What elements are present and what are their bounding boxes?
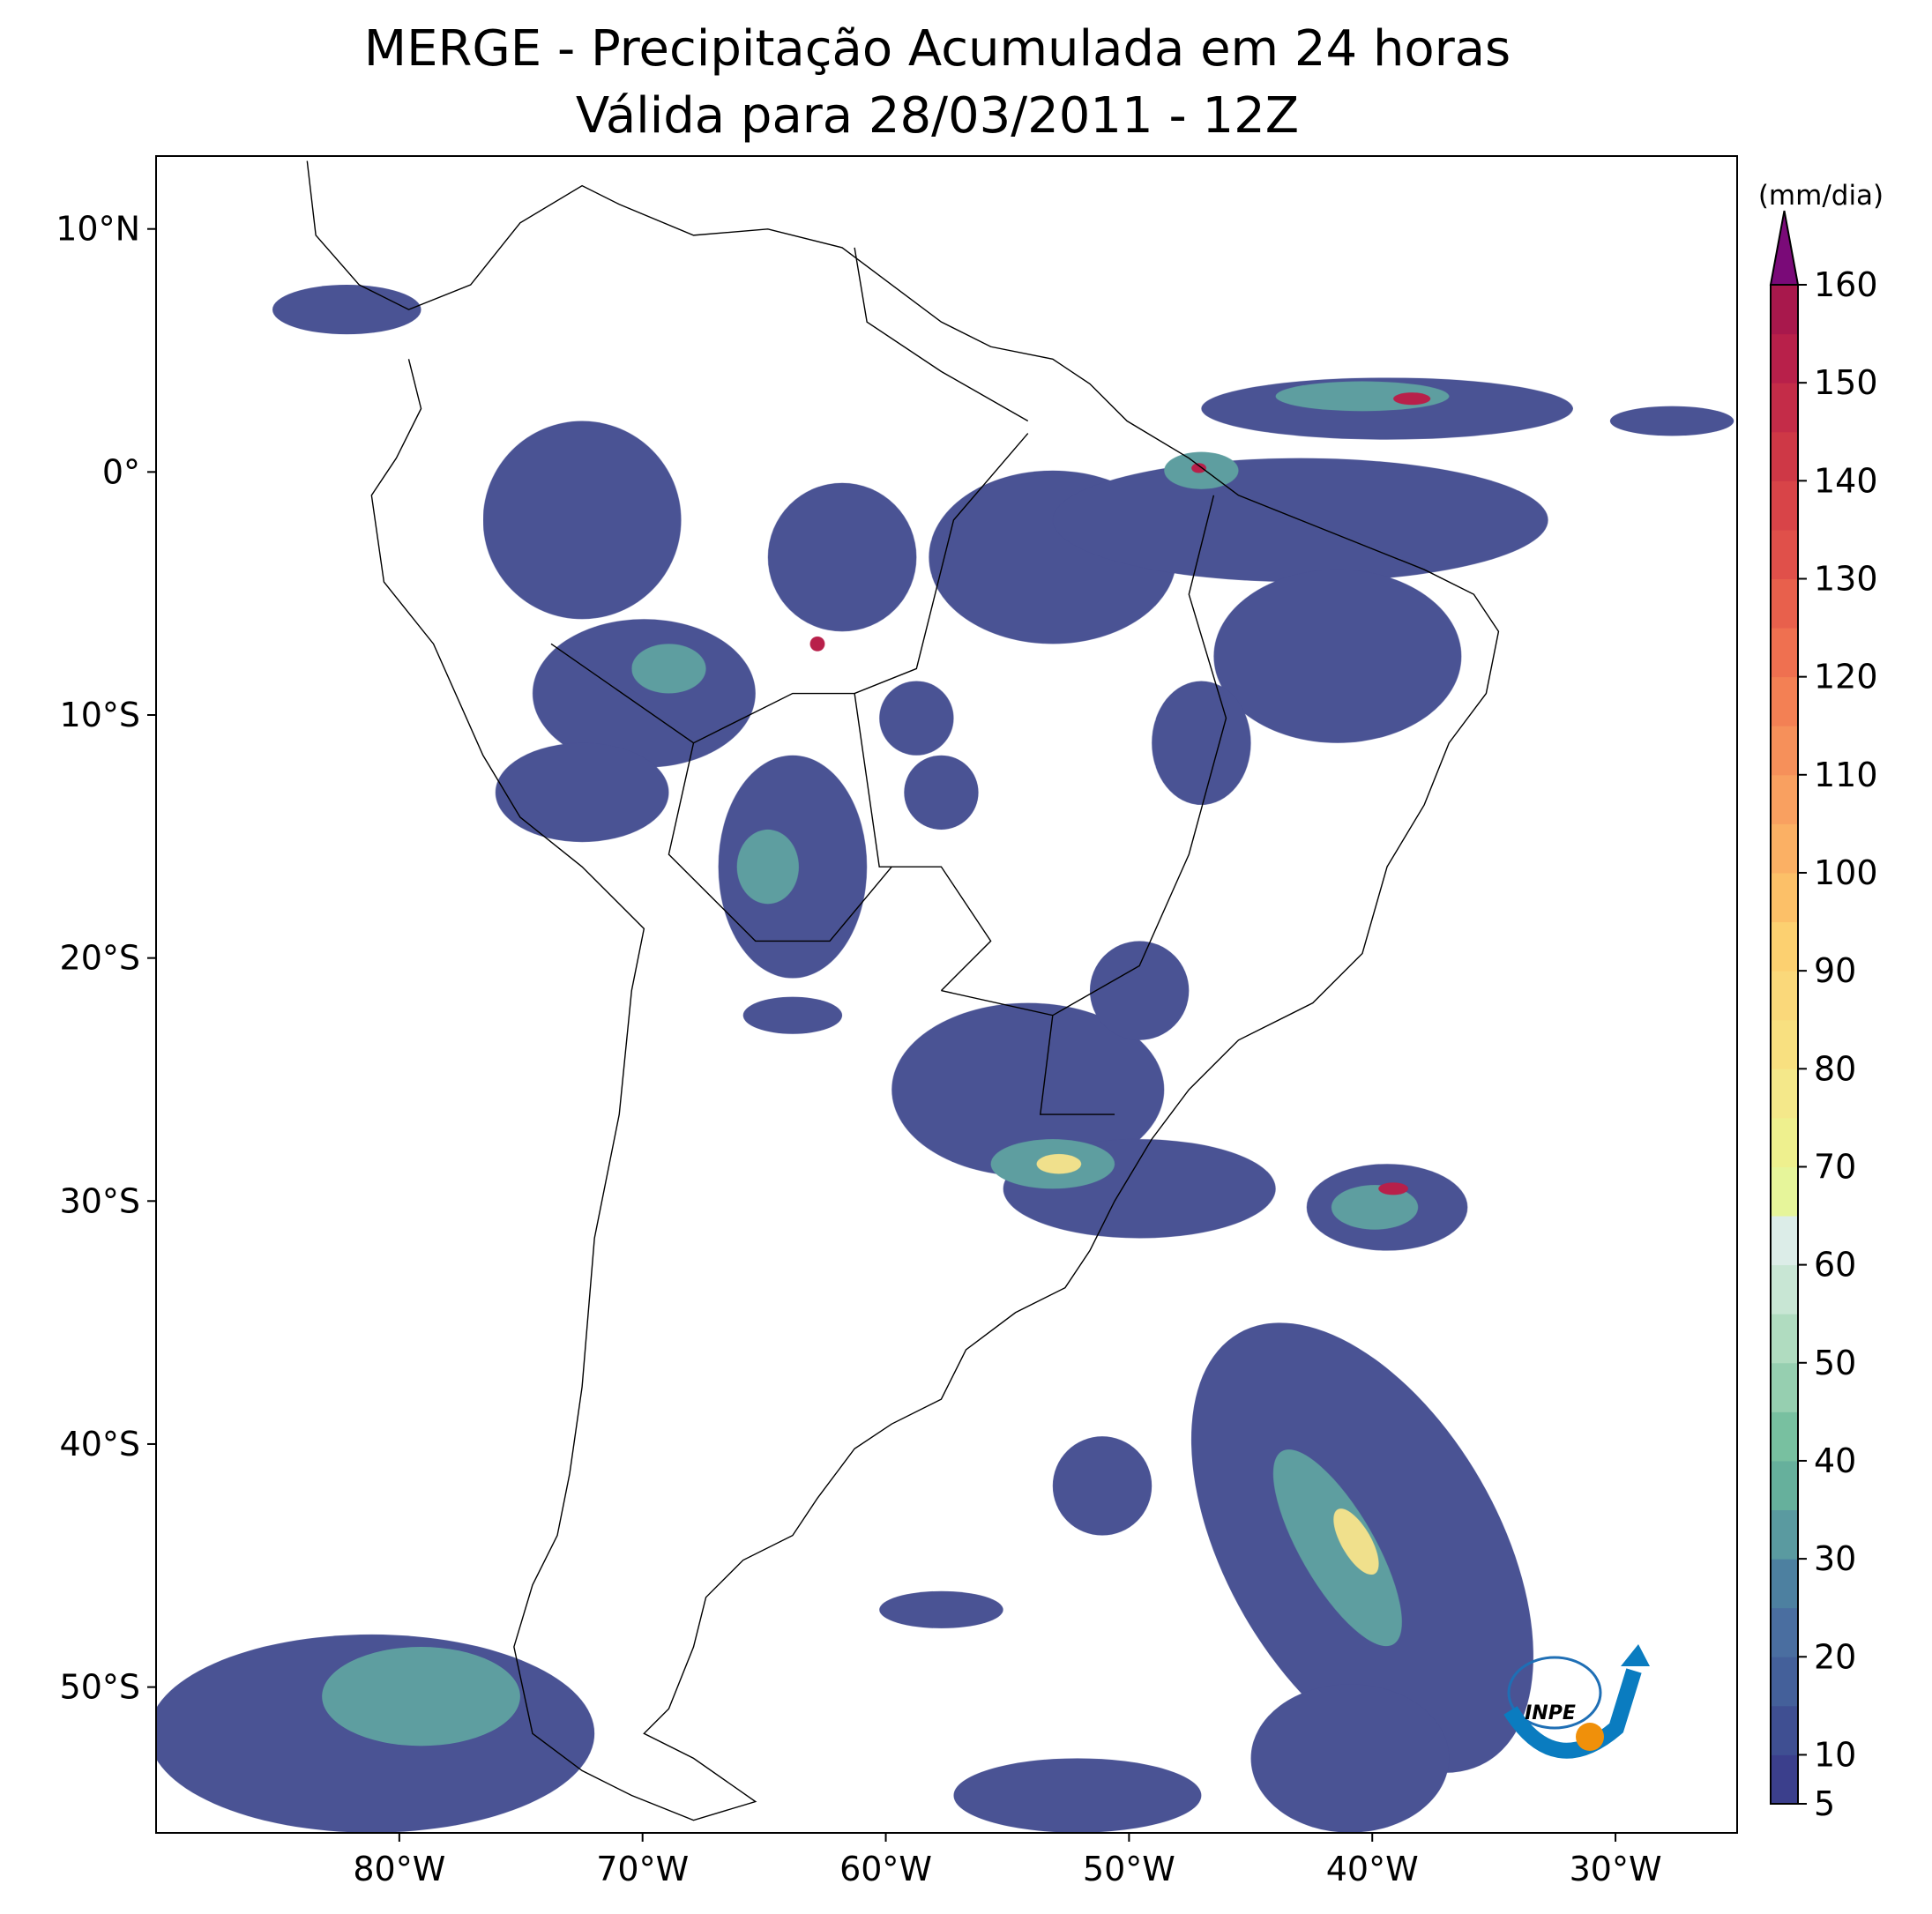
colorbar-band xyxy=(1771,872,1798,923)
colorbar-band xyxy=(1771,1117,1798,1167)
colorbar-tick-label: 20 xyxy=(1814,1637,1856,1676)
colorbar-tick-label: 150 xyxy=(1814,363,1878,402)
y-tick-label: 30°S xyxy=(60,1181,140,1220)
colorbar-tick-label: 140 xyxy=(1814,461,1878,500)
colorbar-band xyxy=(1771,578,1798,629)
colorbar-band xyxy=(1771,921,1798,972)
colorbar-band xyxy=(1771,823,1798,874)
x-tick-label: 30°W xyxy=(1570,1850,1662,1888)
colorbar-band xyxy=(1771,480,1798,531)
colorbar-frame xyxy=(1770,284,1799,1805)
colorbar-band xyxy=(1771,676,1798,726)
colorbar-band xyxy=(1771,1314,1798,1364)
colorbar-band xyxy=(1771,1166,1798,1217)
colorbar-band xyxy=(1771,1559,1798,1609)
colorbar-band xyxy=(1771,726,1798,776)
colorbar-tick-label: 100 xyxy=(1814,853,1878,892)
logo-text: INPE xyxy=(1525,1702,1576,1724)
colorbar-band xyxy=(1771,529,1798,579)
colorbar-tick-label: 80 xyxy=(1814,1049,1856,1088)
colorbar-band xyxy=(1771,431,1798,481)
colorbar-tick-label: 120 xyxy=(1814,658,1878,696)
y-tick-label: 50°S xyxy=(60,1668,140,1707)
colorbar-band xyxy=(1771,383,1798,433)
colorbar-tick-label: 160 xyxy=(1814,265,1878,304)
colorbar-tick-label: 60 xyxy=(1814,1246,1856,1285)
colorbar-band xyxy=(1771,333,1798,384)
colorbar-band xyxy=(1771,1069,1798,1119)
colorbar-band xyxy=(1771,1657,1798,1707)
map-area xyxy=(156,160,1734,1833)
x-tick-label: 70°W xyxy=(596,1850,689,1888)
colorbar-band xyxy=(1771,628,1798,678)
colorbar-tick-label: 70 xyxy=(1814,1147,1856,1186)
colorbar-band xyxy=(1771,1264,1798,1314)
colorbar-band xyxy=(1771,285,1798,335)
colorbar-tick-label: 130 xyxy=(1814,559,1878,598)
colorbar-extend xyxy=(1769,210,1800,286)
colorbar-band xyxy=(1771,1509,1798,1560)
colorbar-tick-label: 10 xyxy=(1814,1735,1856,1774)
x-tick-label: 60°W xyxy=(839,1850,932,1888)
colorbar-tick-label: 50 xyxy=(1814,1344,1856,1382)
y-tick-label: 20°S xyxy=(60,939,140,978)
colorbar-band xyxy=(1771,1754,1798,1805)
coastline xyxy=(306,160,1500,1821)
y-tick-label: 10°N xyxy=(56,210,140,249)
colorbar-band xyxy=(1771,774,1798,824)
colorbar-band xyxy=(1771,1216,1798,1266)
map-title: MERGE - Precipitação Acumulada em 24 hor… xyxy=(364,20,1511,78)
map-frame xyxy=(155,155,1738,1834)
colorbar-label: (mm/dia) xyxy=(1758,180,1884,212)
x-tick-label: 40°W xyxy=(1326,1850,1419,1888)
y-tick-label: 40°S xyxy=(60,1425,140,1463)
colorbar-band xyxy=(1771,971,1798,1021)
colorbar-tick-label: 110 xyxy=(1814,756,1878,794)
logo: INPE xyxy=(1503,1644,1650,1759)
colorbar-band xyxy=(1771,1411,1798,1462)
colorbar-tick-label: 90 xyxy=(1814,951,1856,990)
x-tick-label: 50°W xyxy=(1083,1850,1175,1888)
colorbar-band xyxy=(1771,1705,1798,1755)
precipitation xyxy=(156,285,1734,1833)
y-tick-label: 10°S xyxy=(60,696,140,734)
colorbar-tick-label: 30 xyxy=(1814,1539,1856,1578)
colorbar-band xyxy=(1771,1019,1798,1069)
colorbar-band xyxy=(1771,1607,1798,1657)
map-subtitle: Válida para 28/03/2011 - 12Z xyxy=(576,87,1299,145)
colorbar-tick-label: 5 xyxy=(1814,1784,1835,1823)
x-tick-label: 80°W xyxy=(353,1850,445,1888)
colorbar-band xyxy=(1771,1362,1798,1412)
colorbar-tick-label: 40 xyxy=(1814,1441,1856,1480)
colorbar-band xyxy=(1771,1460,1798,1511)
y-tick-label: 0° xyxy=(102,452,140,491)
